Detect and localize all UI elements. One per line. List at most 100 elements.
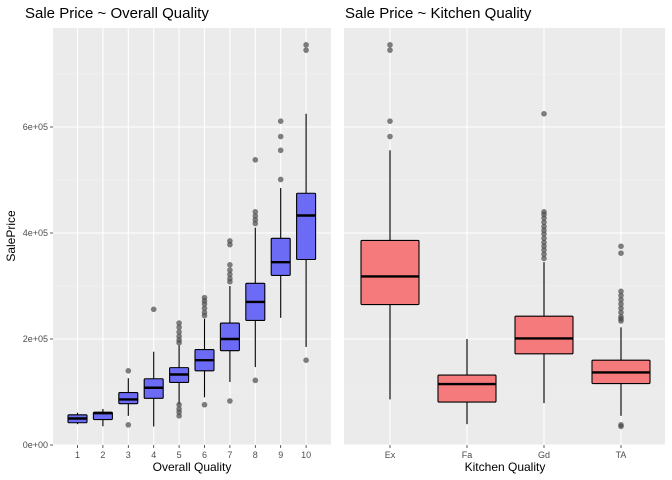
y-axis-ticks: 0e+00 2e+05 4e+05 6e+05 — [23, 122, 53, 450]
x-tick-label: 9 — [278, 450, 283, 460]
outlier-point — [227, 398, 233, 404]
boxplot-kitchen-Ex — [360, 42, 420, 400]
outlier-point — [227, 262, 233, 268]
outlier-point — [303, 357, 309, 364]
outlier-point — [618, 318, 624, 324]
box-iqr — [296, 192, 317, 261]
x-axis-ticks-kitchen-quality: Ex Fa Gd TA — [385, 445, 627, 460]
outlier-point — [618, 296, 624, 303]
outlier-point — [201, 305, 208, 312]
boxplot-quality-1 — [67, 412, 88, 425]
x-axis-ticks-overall-quality: 1 2 3 4 5 6 7 8 9 10 — [75, 445, 311, 460]
y-tick-label: 2e+05 — [23, 334, 48, 344]
outlier-point — [176, 413, 182, 419]
outlier-point — [252, 209, 259, 215]
box-iqr — [219, 322, 240, 352]
boxplot-quality-7 — [219, 238, 240, 404]
boxplot-quality-6 — [194, 294, 215, 408]
outlier-point — [541, 247, 547, 253]
outlier-point — [541, 251, 547, 257]
box-iqr — [360, 239, 420, 306]
box-iqr — [437, 374, 497, 403]
outlier-point — [125, 422, 132, 428]
outlier-point — [201, 312, 208, 319]
x-tick-label: 8 — [253, 450, 258, 460]
x-axis-title-overall-quality: Overall Quality — [153, 460, 232, 474]
outlier-point — [176, 324, 182, 331]
outlier-point — [541, 110, 547, 117]
outlier-point — [227, 278, 233, 285]
outlier-point — [176, 329, 182, 335]
outlier-point — [618, 305, 624, 312]
outlier-point — [387, 42, 393, 48]
outlier-point — [252, 377, 259, 384]
x-tick-label: 1 — [75, 450, 80, 460]
boxplot-quality-5 — [169, 320, 190, 419]
y-tick-label: 0e+00 — [23, 440, 48, 450]
outlier-point — [541, 231, 547, 237]
box-iqr — [514, 315, 574, 355]
boxplot-kitchen-Gd — [514, 110, 574, 404]
outlier-point — [303, 42, 309, 48]
chart-title-kitchen-quality: Sale Price ~ Kitchen Quality — [345, 5, 532, 22]
plot-background-left — [53, 28, 331, 445]
outlier-point — [150, 306, 157, 313]
outlier-point — [176, 320, 182, 326]
outlier-point — [618, 288, 624, 295]
x-tick-label: 4 — [151, 450, 156, 460]
y-tick-label: 6e+05 — [23, 122, 48, 132]
panel-overall-quality: Sale Price ~ Overall Quality 0e+00 2e+05 4… — [4, 5, 331, 474]
boxplot-quality-9 — [270, 118, 291, 318]
outlier-point — [176, 401, 182, 408]
outlier-point — [201, 301, 208, 307]
outlier-point — [303, 47, 309, 53]
boxplot-kitchen-TA — [591, 243, 651, 430]
boxplot-quality-2 — [92, 408, 113, 427]
outlier-point — [252, 220, 259, 227]
x-tick-label: TA — [616, 450, 627, 460]
outlier-point — [541, 219, 547, 226]
outlier-point — [618, 250, 624, 256]
x-tick-label: Ex — [385, 450, 396, 460]
outlier-point — [277, 147, 284, 154]
outlier-point — [227, 241, 233, 248]
outlier-point — [277, 176, 284, 183]
outlier-point — [618, 423, 624, 430]
boxplot-quality-3 — [118, 368, 139, 428]
outlier-point — [227, 271, 233, 278]
x-tick-label: Fa — [462, 450, 473, 460]
x-tick-label: 6 — [202, 450, 207, 460]
x-tick-label: 5 — [177, 450, 182, 460]
boxplot-quality-8 — [245, 157, 266, 384]
outlier-point — [252, 157, 259, 163]
y-axis-title: SalePrice — [4, 210, 18, 262]
outlier-point — [277, 133, 284, 140]
outlier-point — [201, 401, 208, 408]
x-tick-label: 7 — [227, 450, 232, 460]
boxplot-kitchen-Fa — [437, 339, 497, 425]
box-iqr — [270, 237, 291, 276]
outlier-point — [277, 118, 284, 124]
y-tick-label: 4e+05 — [23, 228, 48, 238]
outlier-point — [541, 215, 547, 221]
x-tick-label: 2 — [100, 450, 105, 460]
outlier-point — [541, 235, 547, 242]
x-tick-label: 10 — [301, 450, 311, 460]
panel-kitchen-quality: Sale Price ~ Kitchen Quality Ex Fa Gd TA Ki… — [344, 5, 665, 474]
outlier-point — [618, 292, 624, 299]
outlier-point — [618, 301, 624, 307]
outlier-point — [227, 267, 233, 273]
boxplots-overall-quality — [67, 42, 317, 428]
outlier-point — [125, 368, 132, 374]
boxplots-kitchen-quality — [360, 42, 651, 430]
outlier-point — [618, 309, 624, 316]
outlier-point — [176, 339, 182, 346]
box-iqr — [118, 391, 139, 405]
boxplot-quality-4 — [143, 306, 164, 427]
boxplot-quality-10 — [296, 42, 317, 364]
x-tick-label: Gd — [538, 450, 550, 460]
outlier-point — [541, 255, 547, 262]
outlier-point — [618, 243, 624, 250]
x-tick-label: 3 — [126, 450, 131, 460]
